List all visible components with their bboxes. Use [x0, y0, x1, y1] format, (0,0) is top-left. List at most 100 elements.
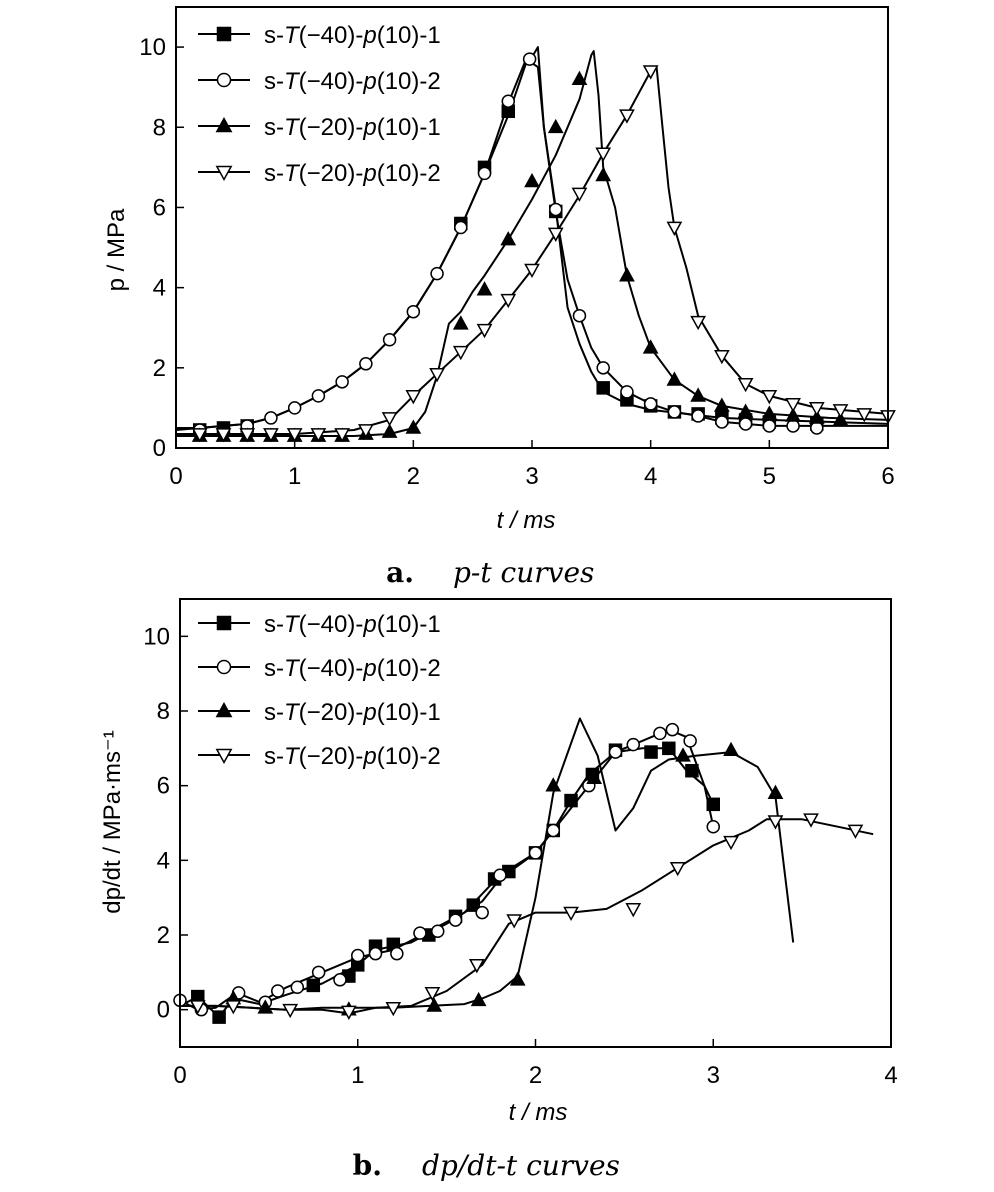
- data-point-series-4: [671, 863, 684, 875]
- data-point-series-2: [391, 948, 403, 960]
- x-tick-label: 2: [407, 463, 420, 490]
- x-tick-label: 5: [763, 463, 776, 490]
- data-point-series-2: [407, 306, 419, 318]
- data-point-series-2: [494, 869, 506, 881]
- data-point-series-2: [334, 974, 346, 986]
- series-line-1: [180, 748, 713, 1017]
- data-point-series-1: [645, 746, 657, 758]
- legend-label: s-T(−40)-p(10)-1: [264, 22, 441, 49]
- data-point-series-1: [663, 742, 675, 754]
- data-point-series-2: [479, 167, 491, 179]
- data-point-series-2: [414, 927, 426, 939]
- x-tick-label: 1: [288, 463, 301, 490]
- series-markers: [193, 53, 894, 441]
- data-point-series-3: [454, 317, 467, 329]
- data-point-series-1: [686, 765, 698, 777]
- data-point-series-2: [450, 914, 462, 926]
- data-point-series-2: [654, 727, 666, 739]
- data-point-series-2: [666, 724, 678, 736]
- data-point-series-3: [620, 269, 633, 281]
- data-point-series-3: [644, 341, 657, 353]
- data-point-series-3: [676, 749, 689, 761]
- x-tick-label: 0: [169, 463, 182, 490]
- series-line-1: [176, 47, 888, 428]
- data-point-series-2: [621, 386, 633, 398]
- data-point-series-4: [668, 222, 681, 234]
- legend-marker: [218, 28, 231, 41]
- data-point-series-2: [740, 418, 752, 430]
- data-point-series-2: [627, 739, 639, 751]
- data-point-series-2: [352, 950, 364, 962]
- data-point-series-3: [525, 174, 538, 186]
- y-tick-label: 4: [157, 847, 170, 874]
- data-point-series-2: [707, 821, 719, 833]
- data-point-series-2: [597, 362, 609, 374]
- y-axis-label: dp/dt / MPa·ms⁻¹: [99, 730, 126, 913]
- data-point-series-4: [383, 413, 396, 425]
- legend: s-T(−40)-p(10)-1 s-T(−40)-p(10)-2 s-T(−20)…: [198, 611, 441, 770]
- data-point-series-2: [336, 376, 348, 388]
- data-point-series-3: [502, 233, 515, 245]
- data-point-series-2: [476, 907, 488, 919]
- data-point-series-2: [312, 390, 324, 402]
- x-tick-label: 4: [884, 1062, 897, 1089]
- caption-a-label: a.: [386, 556, 414, 589]
- legend-marker: [218, 661, 231, 674]
- legend-label: s-T(−40)-p(10)-2: [264, 655, 441, 682]
- legend-label: s-T(−20)-p(10)-2: [264, 743, 441, 770]
- data-point-series-1: [213, 1011, 225, 1023]
- data-point-series-1: [597, 382, 609, 394]
- y-tick-label: 2: [157, 922, 170, 949]
- caption-b: b. dp/dt-t curves: [353, 1149, 620, 1182]
- x-axis-label: t / ms: [497, 507, 556, 534]
- data-point-series-2: [291, 981, 303, 993]
- data-point-series-2: [384, 334, 396, 346]
- legend-label: s-T(−40)-p(10)-2: [264, 68, 441, 95]
- legend-label: s-T(−20)-p(10)-1: [264, 699, 441, 726]
- data-point-series-2: [289, 402, 301, 414]
- y-tick-label: 8: [157, 698, 170, 725]
- legend-label: s-T(−20)-p(10)-1: [264, 114, 441, 141]
- data-point-series-4: [627, 904, 640, 916]
- y-tick-label: 8: [153, 114, 166, 141]
- y-tick-label: 10: [143, 623, 170, 650]
- series-lines: [176, 47, 888, 436]
- data-point-series-3: [549, 120, 562, 132]
- axis-ticks: 0 1 2 3 40246810: [143, 623, 897, 1089]
- data-point-series-3: [478, 283, 491, 295]
- data-point-series-3: [597, 168, 610, 180]
- data-point-series-2: [684, 735, 696, 747]
- x-tick-label: 2: [529, 1062, 542, 1089]
- legend-marker: [218, 74, 231, 87]
- data-point-series-4: [573, 188, 586, 200]
- legend-marker: [218, 617, 231, 630]
- y-axis-label: p / MPa: [103, 208, 130, 291]
- legend-label: s-T(−40)-p(10)-1: [264, 611, 441, 638]
- y-tick-label: 10: [139, 34, 166, 61]
- caption-b-label: b.: [353, 1149, 382, 1182]
- data-point-series-2: [455, 222, 467, 234]
- x-tick-label: 0: [173, 1062, 186, 1089]
- series-line-2: [180, 730, 713, 1010]
- y-tick-label: 0: [153, 435, 166, 462]
- data-point-series-2: [313, 966, 325, 978]
- series-line-3: [176, 51, 888, 436]
- y-tick-label: 6: [153, 194, 166, 221]
- data-point-series-3: [724, 743, 737, 755]
- data-point-series-2: [370, 948, 382, 960]
- data-point-series-1: [565, 795, 577, 807]
- y-tick-label: 0: [157, 997, 170, 1024]
- data-point-series-3: [383, 425, 396, 437]
- x-tick-label: 6: [881, 463, 894, 490]
- data-point-series-2: [763, 420, 775, 432]
- y-tick-label: 2: [153, 355, 166, 382]
- data-point-series-2: [550, 203, 562, 215]
- data-point-series-4: [644, 66, 657, 78]
- data-point-series-2: [547, 824, 559, 836]
- data-point-series-1: [307, 979, 319, 991]
- data-point-series-2: [530, 847, 542, 859]
- caption-b-text: dp/dt-t curves: [422, 1149, 620, 1182]
- data-point-series-4: [508, 915, 521, 927]
